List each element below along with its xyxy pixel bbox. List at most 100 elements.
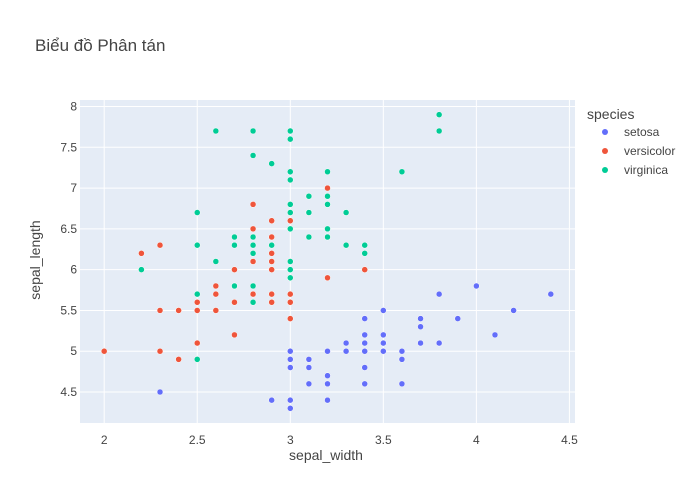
data-points [100, 111, 555, 412]
data-point [287, 315, 294, 322]
data-point [473, 282, 480, 290]
y-tick-label: 6.5 [60, 222, 77, 236]
data-point [342, 241, 350, 249]
data-point [249, 127, 257, 135]
data-point [361, 250, 368, 257]
data-point [324, 274, 331, 282]
x-tick-label: 4.5 [561, 433, 578, 447]
legend-item-versicolor[interactable]: versicolor [602, 144, 675, 158]
data-point [324, 233, 331, 241]
data-point [100, 347, 108, 355]
data-point [324, 372, 331, 379]
data-point [398, 347, 406, 355]
legend-item-setosa[interactable]: setosa [602, 125, 660, 139]
legend-marker [602, 129, 608, 135]
series-setosa [156, 282, 555, 412]
data-point [287, 274, 294, 282]
data-point [305, 209, 313, 216]
data-point [287, 266, 294, 273]
legend-marker [602, 167, 608, 173]
data-point [268, 266, 275, 273]
y-tick-label: 5.5 [60, 303, 77, 317]
data-point [249, 299, 257, 306]
legend-item-virginica[interactable]: virginica [602, 163, 668, 177]
data-point [249, 282, 257, 290]
data-point [156, 388, 164, 396]
data-point [435, 111, 443, 118]
chart-title: Biểu đồ Phân tán [35, 36, 165, 55]
data-point [231, 299, 238, 306]
data-point [249, 201, 257, 208]
y-tick-label: 4.5 [60, 385, 77, 399]
data-point [510, 307, 517, 314]
data-point [398, 168, 406, 176]
data-point [417, 323, 424, 331]
data-point [287, 201, 294, 208]
data-point [342, 209, 350, 216]
data-point [491, 331, 499, 339]
data-point [249, 241, 257, 249]
data-point [193, 356, 201, 363]
data-point [268, 241, 275, 249]
data-point [156, 347, 164, 355]
data-point [361, 266, 368, 273]
data-point [287, 176, 294, 184]
y-tick-label: 6 [70, 263, 77, 277]
data-point [287, 258, 294, 265]
data-point [268, 250, 275, 257]
data-point [287, 299, 294, 306]
data-point [193, 339, 201, 347]
data-point [231, 241, 238, 249]
data-point [231, 282, 238, 290]
x-tick-label: 4 [473, 433, 480, 447]
data-point [305, 356, 313, 363]
data-point [249, 225, 257, 233]
data-point [361, 339, 368, 347]
data-point [398, 356, 406, 363]
legend-title: species [587, 106, 634, 122]
data-point [305, 192, 313, 200]
x-axis-label: sepal_width [289, 447, 363, 463]
data-point [249, 152, 257, 159]
data-point [249, 290, 257, 298]
data-point [138, 266, 145, 273]
data-point [193, 209, 201, 216]
data-point [268, 396, 275, 404]
data-point [435, 339, 443, 347]
data-point [287, 364, 294, 371]
data-point [342, 347, 350, 355]
data-point [324, 380, 331, 388]
y-tick-label: 7 [70, 181, 77, 195]
data-point [268, 217, 275, 224]
x-tick-labels: 2 2.5 3 3.5 4 4.5 [101, 433, 578, 447]
data-point [324, 347, 331, 355]
y-tick-label: 8 [70, 100, 77, 114]
data-point [268, 290, 275, 298]
data-point [175, 307, 182, 314]
data-point [175, 356, 182, 363]
data-point [287, 356, 294, 363]
data-point [454, 315, 462, 322]
data-point [156, 241, 164, 249]
data-point [547, 290, 555, 298]
data-point [287, 347, 294, 355]
data-point [287, 135, 294, 143]
plot-background [80, 100, 575, 423]
data-point [380, 347, 387, 355]
data-point [268, 299, 275, 306]
x-tick-label: 3 [287, 433, 294, 447]
data-point [380, 331, 387, 339]
data-point [287, 217, 294, 224]
data-point [268, 258, 275, 265]
data-point [249, 233, 257, 241]
legend-label: versicolor [624, 144, 675, 158]
data-point [249, 250, 257, 257]
data-point [380, 307, 387, 314]
data-point [287, 396, 294, 404]
legend-label: setosa [624, 125, 660, 139]
x-tick-label: 3.5 [375, 433, 392, 447]
y-tick-labels: 4.5 5 5.5 6 6.5 7 7.5 8 [60, 100, 77, 399]
data-point [305, 380, 313, 388]
data-point [287, 225, 294, 233]
